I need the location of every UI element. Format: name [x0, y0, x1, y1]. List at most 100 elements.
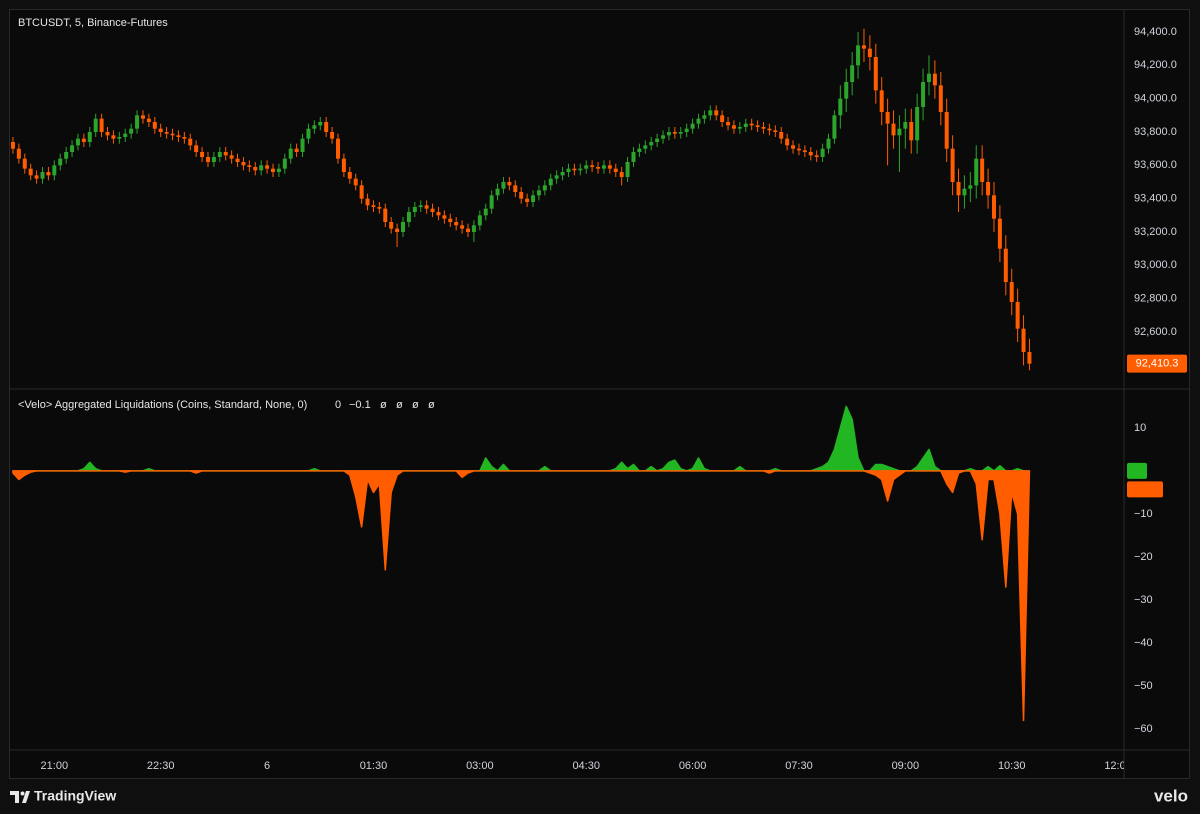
- candle-body: [16, 148, 21, 159]
- time-tick-label: 03:00: [466, 760, 494, 772]
- candle-body: [28, 168, 33, 176]
- candle-body: [347, 172, 352, 179]
- indicator-tick-label: −40: [1134, 637, 1153, 649]
- candle-body: [288, 148, 293, 159]
- candle-body: [52, 165, 57, 176]
- candle-body: [359, 185, 364, 199]
- candle-body: [454, 222, 459, 226]
- candle-body: [531, 195, 536, 202]
- candle-body: [974, 158, 979, 186]
- candle-body: [950, 148, 955, 182]
- indicator-status: ø: [380, 399, 387, 411]
- candle-body: [572, 168, 577, 171]
- candle-body: [649, 142, 654, 146]
- candle-body: [158, 128, 163, 132]
- candle-body: [584, 165, 589, 169]
- candle-body: [525, 198, 530, 202]
- price-tick-label: 94,200.0: [1134, 59, 1177, 71]
- candle-body: [282, 158, 287, 169]
- candle-body: [22, 158, 27, 169]
- candle-body: [87, 132, 92, 142]
- candle-body: [259, 165, 264, 171]
- candle-body: [519, 192, 524, 199]
- candle-body: [1027, 352, 1032, 364]
- indicator-pane: [12, 405, 1031, 722]
- indicator-value-label: 0: [1131, 465, 1137, 477]
- candle-body: [613, 168, 618, 172]
- frame: [9, 9, 1190, 779]
- candle-body: [909, 122, 914, 141]
- candle-body: [58, 158, 63, 166]
- candle-body: [560, 172, 565, 176]
- candle-body: [666, 132, 671, 136]
- candle-body: [542, 185, 547, 191]
- candle-body: [75, 138, 80, 146]
- candle-body: [702, 115, 707, 119]
- candle-body: [105, 132, 110, 136]
- candle-body: [814, 155, 819, 157]
- candle-body: [684, 128, 689, 132]
- candle-body: [318, 122, 323, 126]
- candle-body: [471, 225, 476, 232]
- candle-body: [661, 135, 666, 139]
- candle-body: [856, 45, 861, 66]
- candle-body: [726, 122, 731, 126]
- candle-body: [93, 118, 98, 132]
- time-tick-label: 12:00: [1104, 760, 1132, 772]
- candle-body: [460, 225, 465, 229]
- candle-body: [300, 138, 305, 152]
- candle-body: [773, 130, 778, 132]
- candle-body: [714, 110, 719, 116]
- tradingview-logo: TradingView: [10, 788, 116, 804]
- candle-body: [554, 175, 559, 179]
- candle-body: [81, 138, 86, 142]
- candle-body: [507, 182, 512, 186]
- candle-body: [205, 157, 210, 162]
- candle-body: [956, 182, 961, 196]
- candle-body: [270, 168, 275, 172]
- candle-body: [442, 215, 447, 219]
- candle-body: [968, 185, 973, 189]
- candle-body: [401, 222, 406, 232]
- candle-body: [389, 222, 394, 229]
- time-tick-label: 21:00: [41, 760, 69, 772]
- candle-body: [891, 123, 896, 136]
- candle-body: [477, 215, 482, 226]
- candle-body: [850, 65, 855, 82]
- candle-body: [200, 152, 205, 157]
- candle-body: [578, 168, 583, 171]
- candle-body: [483, 208, 488, 216]
- candle-body: [324, 122, 329, 132]
- candle-body: [312, 125, 317, 129]
- symbol-title: BTCUSDT, 5, Binance-Futures: [18, 17, 168, 29]
- brand: TradingView: [34, 788, 116, 804]
- candle-body: [696, 118, 701, 124]
- candle-body: [802, 150, 807, 152]
- candle-body: [1009, 282, 1014, 302]
- candle-body: [844, 82, 849, 99]
- indicator-value: −0.1: [349, 399, 371, 411]
- candle-body: [548, 178, 553, 186]
- candle-body: [40, 172, 45, 179]
- candle-body: [743, 123, 748, 127]
- candle-body: [785, 138, 790, 146]
- candle-body: [601, 165, 606, 169]
- indicator-value: 0: [335, 399, 341, 411]
- candle-body: [791, 145, 796, 149]
- candle-body: [643, 145, 648, 149]
- candle-body: [34, 175, 39, 179]
- price-tick-label: 93,000.0: [1134, 259, 1177, 271]
- candle-body: [761, 127, 766, 129]
- candle-body: [448, 218, 453, 222]
- candle-body: [501, 182, 506, 189]
- axes: 94,400.0 94,200.0 94,000.0 93,800.0 93,600.0…: [1127, 26, 1187, 735]
- candle-body: [932, 73, 937, 86]
- candle-body: [631, 152, 636, 162]
- candle-body: [265, 165, 270, 169]
- candle-body: [826, 138, 831, 149]
- candle-body: [229, 155, 234, 159]
- candle-body: [838, 98, 843, 116]
- candle-body: [536, 190, 541, 196]
- candle-body: [46, 172, 51, 176]
- candle-body: [672, 132, 677, 134]
